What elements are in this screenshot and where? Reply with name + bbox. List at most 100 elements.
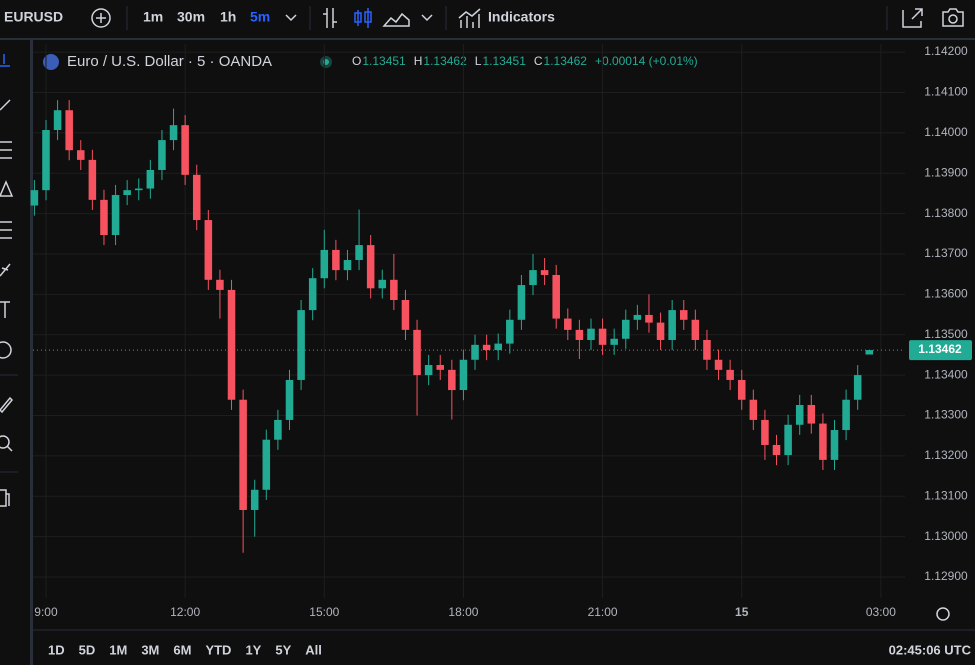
zoom-handle bbox=[6, 445, 13, 452]
y-tick-label: 1.13800 bbox=[924, 206, 968, 220]
candle-body bbox=[424, 365, 433, 376]
candle-body bbox=[53, 110, 62, 131]
x-tick-label: 12:00 bbox=[170, 605, 200, 619]
range-button[interactable]: 6M bbox=[173, 642, 191, 657]
legend-label: C bbox=[534, 54, 543, 68]
candle-body bbox=[459, 359, 468, 391]
y-tick-label: 1.12900 bbox=[924, 569, 968, 583]
y-tick-label: 1.13100 bbox=[924, 488, 968, 502]
candle-body bbox=[436, 365, 445, 370]
range-button[interactable]: 1M bbox=[109, 642, 127, 657]
candle-body bbox=[517, 285, 526, 320]
legend-label: H bbox=[414, 54, 423, 68]
candle-body bbox=[448, 369, 456, 391]
symbol-flag bbox=[43, 54, 59, 70]
brush-tool[interactable] bbox=[0, 263, 11, 277]
range-button[interactable]: 3M bbox=[141, 642, 159, 657]
candle-body bbox=[100, 199, 108, 235]
range-button[interactable]: 1Y bbox=[245, 642, 261, 657]
candle-body bbox=[77, 150, 85, 160]
range-button[interactable]: 1D bbox=[48, 642, 65, 657]
projection-tool[interactable] bbox=[0, 221, 12, 239]
candle-body bbox=[564, 318, 572, 330]
text-tool[interactable] bbox=[0, 301, 10, 318]
share-icon[interactable] bbox=[902, 8, 923, 28]
candle-body bbox=[65, 110, 73, 151]
magnet-tool[interactable] bbox=[0, 489, 10, 507]
candle-body bbox=[227, 289, 236, 400]
interval[interactable]: 30m bbox=[177, 9, 205, 25]
line-tool[interactable] bbox=[0, 99, 11, 111]
interval-active[interactable]: 5m bbox=[250, 9, 270, 25]
candle-body bbox=[819, 423, 827, 460]
candle-body bbox=[262, 439, 271, 490]
candle-body bbox=[343, 260, 352, 271]
candle-body bbox=[830, 430, 839, 460]
area-icon[interactable] bbox=[382, 12, 410, 27]
candles-icon[interactable] bbox=[354, 8, 372, 28]
interval[interactable]: 1m bbox=[143, 9, 163, 25]
candle-body bbox=[853, 375, 862, 400]
candle-body bbox=[714, 359, 723, 370]
candle-body bbox=[158, 140, 166, 170]
indicators-icon[interactable] bbox=[458, 8, 481, 28]
bars-icon[interactable] bbox=[323, 8, 337, 28]
camera-lens bbox=[948, 14, 958, 24]
y-tick-label: 1.13700 bbox=[924, 246, 968, 260]
candle-body bbox=[482, 344, 491, 351]
top-toolbar: EURUSD 1m 30m 1h 5m Indicators bbox=[4, 6, 964, 30]
candle-body bbox=[575, 329, 584, 340]
dropdown-icon[interactable] bbox=[285, 14, 297, 22]
candle-body bbox=[691, 319, 700, 340]
range-button[interactable]: 5D bbox=[79, 642, 96, 657]
cursor-tool[interactable] bbox=[0, 54, 10, 67]
dropdown-icon[interactable] bbox=[421, 14, 433, 22]
legend-label: L bbox=[475, 54, 482, 68]
candle-body bbox=[308, 278, 317, 311]
indicators-button[interactable]: Indicators bbox=[488, 9, 555, 25]
candle-body bbox=[42, 130, 50, 191]
candle-body bbox=[390, 279, 398, 301]
range-button[interactable]: 5Y bbox=[275, 642, 291, 657]
clock: 02:45:06 UTC bbox=[889, 642, 972, 657]
candle-body bbox=[239, 399, 247, 510]
settings-icon[interactable] bbox=[936, 607, 950, 621]
zoom-tool[interactable] bbox=[0, 435, 10, 449]
emoji-tool[interactable] bbox=[0, 341, 12, 359]
fib-tool[interactable] bbox=[0, 141, 12, 159]
y-tick-label: 1.14100 bbox=[924, 85, 968, 99]
candle-body bbox=[598, 328, 607, 345]
candle-body bbox=[274, 419, 282, 440]
candle-body bbox=[645, 314, 653, 323]
range-button[interactable]: YTD bbox=[205, 642, 231, 657]
candle-body bbox=[749, 399, 758, 420]
symbol[interactable]: EURUSD bbox=[4, 9, 63, 25]
y-tick-label: 1.13300 bbox=[924, 408, 968, 422]
add-symbol-icon[interactable] bbox=[91, 8, 111, 28]
candle-body bbox=[633, 314, 642, 320]
y-tick-label: 1.13000 bbox=[924, 529, 968, 543]
candle-body bbox=[297, 310, 305, 380]
left-toolbar bbox=[0, 54, 18, 507]
y-tick-label: 1.14200 bbox=[924, 44, 968, 58]
candle-body bbox=[111, 195, 120, 235]
candle-body bbox=[587, 328, 595, 340]
candle-body bbox=[332, 249, 340, 271]
chart-title: Euro / U.S. Dollar · 5 · OANDA bbox=[67, 53, 272, 70]
candle-body bbox=[679, 310, 688, 320]
candle-body bbox=[737, 379, 746, 400]
candle-body bbox=[610, 338, 618, 345]
range-button[interactable]: All bbox=[305, 642, 322, 657]
candle-body bbox=[123, 190, 131, 196]
camera-icon[interactable] bbox=[942, 8, 964, 27]
candle-body bbox=[506, 319, 514, 344]
interval[interactable]: 1h bbox=[220, 9, 236, 25]
candle-body bbox=[30, 190, 39, 206]
pattern-tool[interactable] bbox=[0, 180, 14, 197]
candle-body bbox=[726, 369, 734, 380]
ruler-tool[interactable] bbox=[0, 396, 14, 414]
y-tick-label: 1.13200 bbox=[924, 448, 968, 462]
legend-value: 1.13451 bbox=[482, 54, 526, 68]
